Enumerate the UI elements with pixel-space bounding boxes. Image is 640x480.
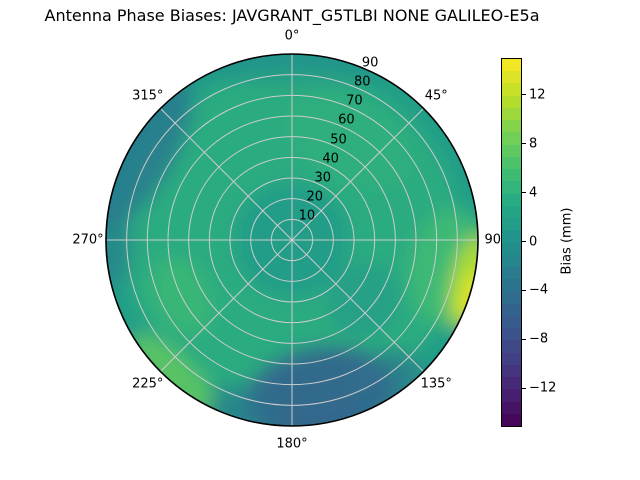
polar-heatmap [105, 53, 479, 427]
colorbar-axis-label: Bias (mm) [559, 207, 575, 275]
colorbar-gradient [502, 59, 521, 427]
colorbar-band [502, 266, 521, 280]
colorbar-band [502, 107, 521, 121]
colorbar [501, 58, 522, 427]
colorbar-tick [522, 338, 526, 341]
colorbar-band [502, 218, 521, 231]
colorbar-tick-label: 4 [529, 185, 538, 201]
polar-outline [105, 53, 479, 427]
colorbar-band [502, 132, 521, 145]
colorbar-band [502, 279, 521, 292]
colorbar-tick [522, 142, 526, 145]
radial-tick-label: 60 [338, 112, 355, 128]
colorbar-band [502, 156, 521, 170]
angular-tick-label: 270° [72, 232, 104, 248]
polar-grid [106, 54, 478, 426]
colorbar-band [502, 95, 521, 108]
colorbar-band [502, 315, 521, 329]
colorbar-band [502, 413, 521, 427]
field-blob [285, 91, 413, 192]
colorbar-tick-label: 0 [529, 234, 538, 249]
colorbar-band [502, 120, 521, 133]
colorbar-tick-label: −8 [529, 331, 549, 347]
colorbar-tick-label: 12 [529, 87, 546, 103]
colorbar-band [502, 144, 521, 157]
colorbar-tick [522, 289, 526, 292]
angular-tick-label: 135° [420, 376, 452, 392]
colorbar-band [502, 71, 521, 84]
field-blob [106, 81, 193, 228]
field-blob [327, 263, 399, 336]
colorbar-band [502, 169, 521, 182]
colorbar-band [502, 328, 521, 341]
angular-tick-label: 180° [276, 436, 308, 452]
colorbar-band [502, 364, 521, 378]
radial-tick-label: 20 [306, 189, 324, 205]
grid-spoke [160, 239, 293, 372]
colorbar-band [502, 193, 521, 206]
colorbar-band [502, 205, 521, 219]
colorbar-tick [522, 93, 526, 96]
colorbar-tick-label: −12 [529, 380, 557, 396]
colorbar-band [502, 59, 521, 72]
grid-spoke [291, 108, 424, 241]
colorbar-band [502, 401, 521, 414]
colorbar-band [502, 254, 521, 267]
colorbar-band [502, 303, 521, 316]
colorbar-band [502, 340, 521, 353]
colorbar-tick [522, 240, 526, 243]
colorbar-band [502, 83, 521, 96]
field-blob [106, 205, 134, 288]
colorbar-tick-label: −4 [529, 282, 549, 298]
radial-tick-label: 80 [353, 74, 371, 90]
colorbar-band [502, 242, 521, 255]
radial-tick-label: 10 [298, 208, 316, 224]
colorbar-band [502, 389, 521, 402]
colorbar-band [502, 230, 521, 243]
angular-tick-label: 0° [284, 28, 300, 44]
radial-tick-label: 50 [330, 132, 347, 148]
grid-spoke [160, 108, 293, 241]
colorbar-tick-label: 8 [529, 136, 538, 152]
colorbar-tick [522, 387, 526, 390]
colorbar-band [502, 352, 521, 365]
colorbar-band [502, 377, 521, 390]
angular-tick-label: 315° [132, 88, 164, 104]
figure-title: Antenna Phase Biases: JAVGRANT_G5TLBI NO… [44, 6, 540, 25]
angular-tick-label: 225° [132, 376, 164, 392]
field-blob [129, 335, 214, 413]
radial-tick-label: 30 [314, 170, 331, 186]
colorbar-tick [522, 191, 526, 194]
radial-tick-label: 70 [346, 93, 363, 109]
radial-tick-label: 40 [322, 151, 339, 167]
colorbar-band [502, 181, 521, 194]
angular-tick-label: 45° [424, 88, 448, 104]
colorbar-band [502, 291, 521, 304]
grid-spoke [291, 239, 424, 372]
radial-tick-label: 90 [361, 55, 379, 71]
